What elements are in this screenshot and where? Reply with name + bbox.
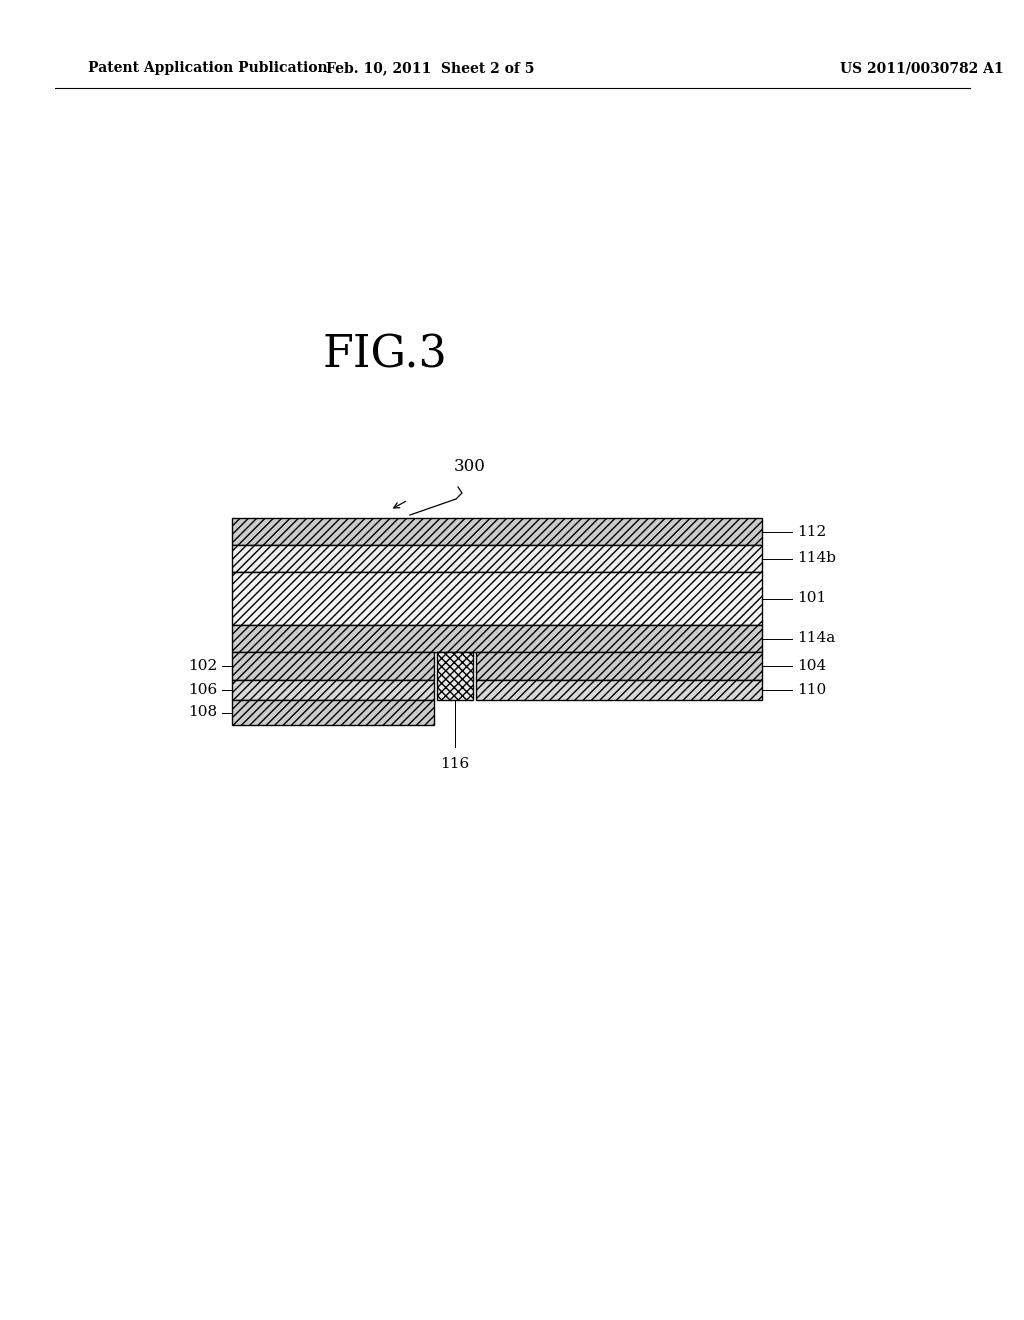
Bar	[232, 680, 434, 700]
Text: 116: 116	[440, 756, 470, 771]
Bar	[232, 545, 762, 572]
Bar	[476, 680, 762, 700]
Bar	[232, 517, 762, 545]
Text: 102: 102	[187, 659, 217, 673]
Text: 114a: 114a	[797, 631, 836, 645]
Text: Patent Application Publication: Patent Application Publication	[88, 61, 328, 75]
Bar	[437, 652, 473, 700]
Text: 112: 112	[797, 524, 826, 539]
Text: US 2011/0030782 A1: US 2011/0030782 A1	[840, 61, 1004, 75]
Text: 108: 108	[187, 705, 217, 719]
Text: 101: 101	[797, 591, 826, 606]
Bar	[232, 624, 762, 652]
Text: 300: 300	[454, 458, 486, 475]
Text: 110: 110	[797, 682, 826, 697]
Bar	[232, 700, 434, 725]
Text: FIG.3: FIG.3	[323, 334, 447, 376]
Bar	[232, 572, 762, 624]
Bar	[232, 652, 434, 680]
Text: 106: 106	[187, 682, 217, 697]
Text: Feb. 10, 2011  Sheet 2 of 5: Feb. 10, 2011 Sheet 2 of 5	[326, 61, 535, 75]
Bar	[476, 652, 762, 680]
Text: 114b: 114b	[797, 552, 836, 565]
Text: 104: 104	[797, 659, 826, 673]
